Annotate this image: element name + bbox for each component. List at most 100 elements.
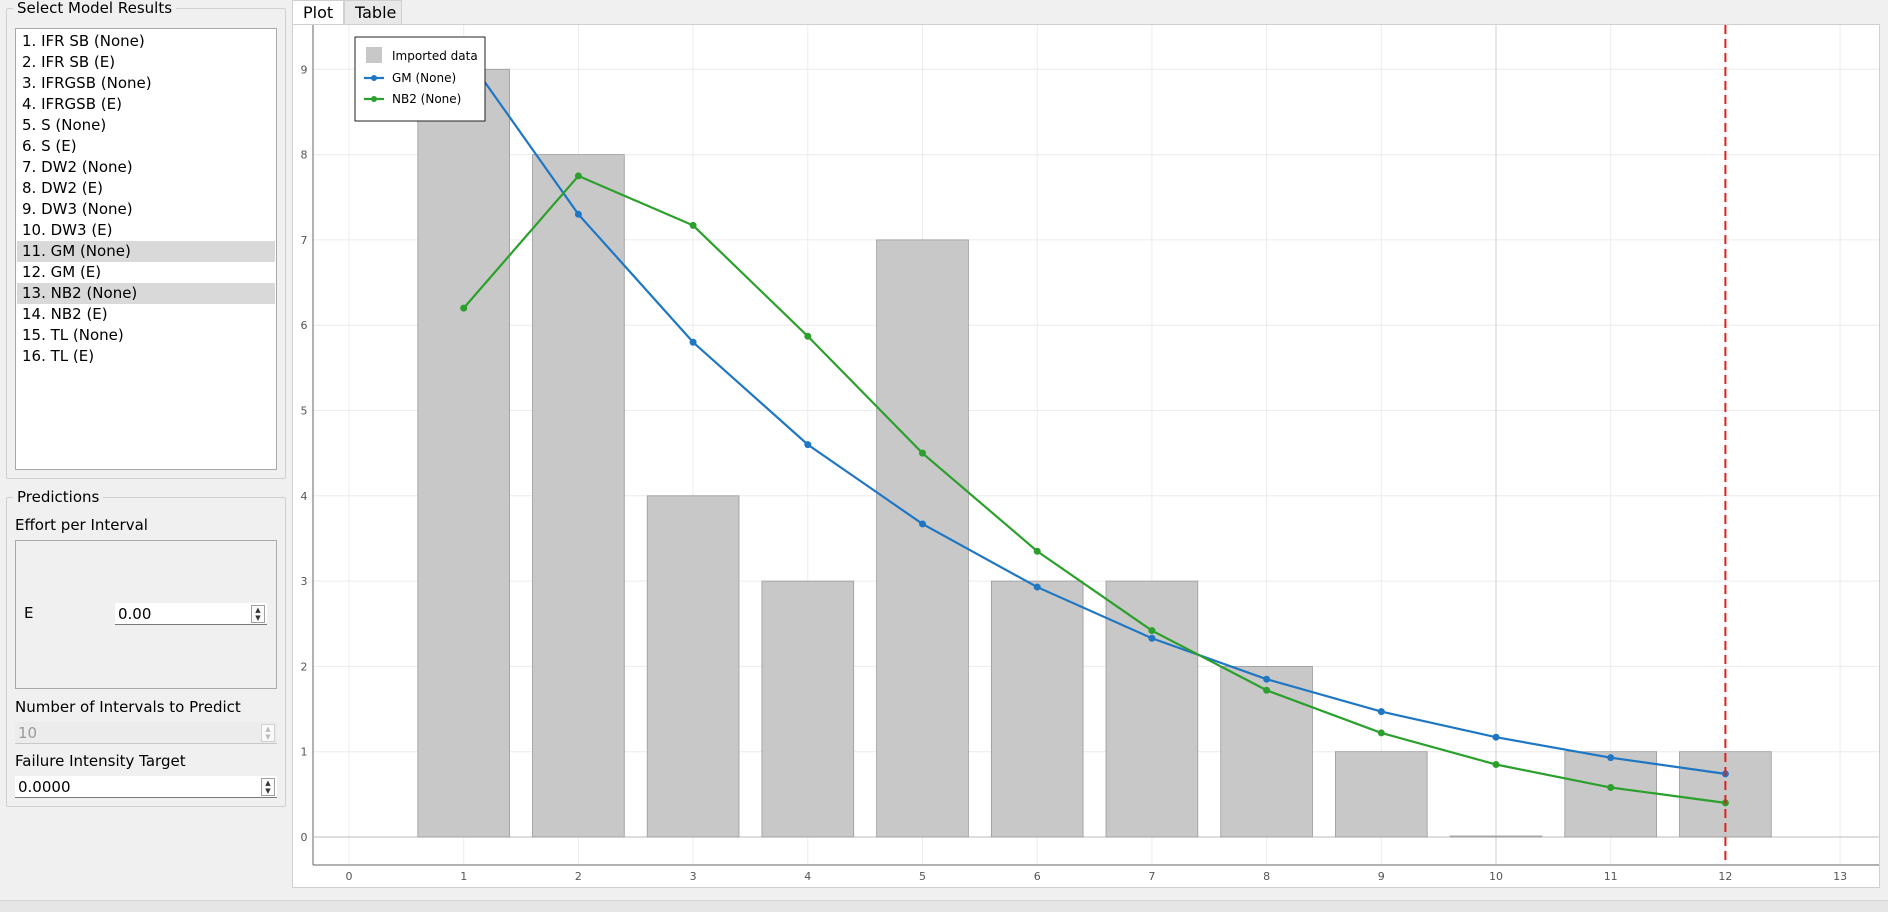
x-tick-label: 6	[1034, 870, 1041, 883]
model-results-group: Select Model Results 1. IFR SB (None) 2. …	[6, 0, 286, 479]
model-list-item[interactable]: 12. GM (E)	[22, 263, 102, 281]
y-tick-label: 0	[301, 831, 308, 844]
x-tick-label: 8	[1263, 870, 1270, 883]
y-tick-label: 4	[301, 490, 308, 503]
series-point	[1607, 754, 1615, 762]
model-list-item[interactable]: 4. IFRGSB (E)	[22, 95, 122, 113]
plot-panel: 0 1 2 3 4 5 6 7 8 9 10 11 12 13 0 1 2 3 4 5 6 7 8 9 Imported dat…	[292, 24, 1880, 888]
e-value: 0.00	[118, 605, 152, 623]
data-bar	[1105, 580, 1199, 838]
x-tick-label: 5	[919, 870, 926, 883]
series-line	[462, 51, 1726, 775]
y-tick-label: 1	[301, 746, 308, 759]
model-results-list[interactable]: 1. IFR SB (None) 2. IFR SB (E) 3. IFRGSB (…	[15, 28, 277, 470]
data-bar	[990, 580, 1084, 838]
failure-intensity-target-value: 0.0000	[18, 778, 71, 796]
x-tick-label: 13	[1833, 870, 1847, 883]
model-list-item[interactable]: 16. TL (E)	[22, 347, 95, 365]
data-bar	[1564, 751, 1657, 838]
legend-label-imported-data: Imported data	[392, 49, 478, 63]
y-tick-label: 5	[301, 405, 308, 418]
model-list-item[interactable]: 11. GM (None)	[17, 241, 275, 262]
predictions-title: Predictions	[13, 488, 104, 506]
failure-intensity-target-spinbox[interactable]: 0.0000 ▲ ▼	[15, 776, 277, 798]
legend-label-series: NB2 (None)	[392, 92, 461, 106]
model-list-item[interactable]: 7. DW2 (None)	[22, 158, 133, 176]
legend-label-series: GM (None)	[392, 71, 456, 85]
x-tick-label: 7	[1148, 870, 1155, 883]
status-bar	[0, 900, 1888, 912]
data-bar	[646, 495, 740, 838]
data-bar	[876, 239, 969, 838]
x-tick-label: 12	[1718, 870, 1732, 883]
y-tick-label: 9	[301, 63, 308, 76]
legend-swatch-point	[371, 96, 377, 102]
e-spinbox[interactable]: 0.00 ▲ ▼	[115, 603, 267, 625]
target-spin-arrows-icon[interactable]: ▲ ▼	[261, 778, 275, 796]
model-list-item[interactable]: 5. S (None)	[22, 116, 107, 134]
model-list-item[interactable]: 10. DW3 (E)	[22, 221, 113, 239]
series-point	[804, 441, 812, 449]
x-tick-label: 1	[460, 870, 467, 883]
model-results-title: Select Model Results	[13, 0, 177, 17]
data-bar	[1335, 751, 1428, 838]
y-tick-label: 7	[301, 234, 308, 247]
model-list-item[interactable]: 13. NB2 (None)	[17, 283, 275, 304]
y-tick-label: 2	[301, 660, 308, 673]
x-tick-label: 3	[690, 870, 697, 883]
x-tick-label: 10	[1489, 870, 1503, 883]
series-point	[1033, 547, 1041, 555]
series-point	[1263, 675, 1271, 683]
series-point	[1263, 686, 1271, 694]
data-bar	[761, 580, 855, 838]
y-tick-label: 8	[301, 149, 308, 162]
model-list-item[interactable]: 8. DW2 (E)	[22, 179, 103, 197]
model-list-item[interactable]: 9. DW3 (None)	[22, 200, 133, 218]
series-point	[1033, 583, 1041, 591]
series-point	[804, 332, 812, 340]
data-bar	[532, 154, 625, 838]
intervals-to-predict-spinbox: 10 ▲ ▼	[15, 722, 277, 744]
model-list-item[interactable]: 2. IFR SB (E)	[22, 53, 116, 71]
x-tick-label: 11	[1604, 870, 1618, 883]
model-list-item[interactable]: 6. S (E)	[22, 137, 77, 155]
data-bar	[1679, 751, 1772, 838]
effort-per-interval-label: Effort per Interval	[15, 516, 148, 534]
intervals-value: 10	[18, 724, 38, 742]
series-point	[919, 520, 926, 528]
chart-legend: Imported data GM (None) NB2 (None)	[354, 36, 486, 122]
series-point	[1492, 760, 1500, 768]
tab-table[interactable]: Table	[344, 0, 402, 25]
series-point	[1377, 708, 1385, 716]
effort-per-interval-box: E 0.00 ▲ ▼	[15, 540, 277, 689]
series-point	[1148, 634, 1156, 642]
legend-swatch-bars	[366, 47, 382, 63]
model-list-item[interactable]: 1. IFR SB (None)	[22, 32, 145, 50]
series-point	[1492, 733, 1500, 741]
series-line	[462, 174, 1726, 804]
intervals-to-predict-label: Number of Intervals to Predict	[15, 698, 241, 716]
series-point	[1377, 729, 1385, 737]
model-list-item[interactable]: 14. NB2 (E)	[22, 305, 108, 323]
tab-plot[interactable]: Plot	[292, 0, 344, 25]
model-list-item[interactable]: 15. TL (None)	[22, 326, 124, 344]
series-point	[689, 221, 697, 229]
data-bar	[417, 68, 510, 838]
legend-swatch-point	[371, 75, 377, 81]
e-spin-arrows-icon[interactable]: ▲ ▼	[251, 605, 265, 623]
intervals-spin-arrows-icon: ▲ ▼	[261, 724, 275, 742]
data-bar	[1449, 835, 1543, 838]
series-point	[689, 338, 697, 346]
series-point	[574, 210, 582, 218]
model-list-item[interactable]: 3. IFRGSB (None)	[22, 74, 152, 92]
x-tick-label: 0	[346, 870, 353, 883]
failure-intensity-target-label: Failure Intensity Target	[15, 752, 186, 770]
y-tick-label: 6	[301, 319, 308, 332]
series-point	[1148, 627, 1156, 635]
data-bar	[1220, 666, 1313, 838]
x-tick-label: 9	[1378, 870, 1385, 883]
series-point	[919, 449, 926, 457]
predictions-group: Predictions Effort per Interval E 0.00 ▲…	[6, 488, 286, 807]
e-label: E	[24, 604, 34, 622]
